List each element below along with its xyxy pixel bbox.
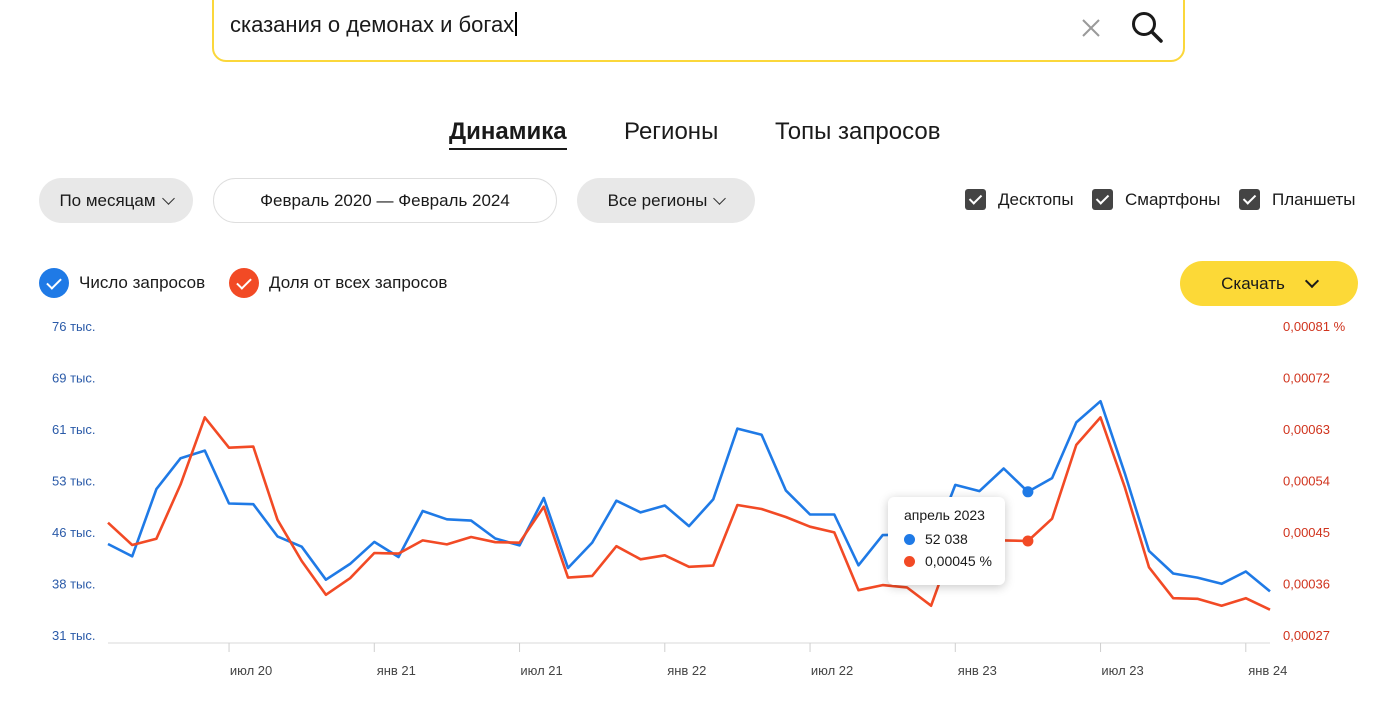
tooltip-date: апрель 2023 bbox=[904, 507, 985, 523]
y-left-tick-label: 53 тыс. bbox=[52, 474, 95, 489]
tooltip-count: 52 038 bbox=[925, 531, 968, 547]
legend-label-share: Доля от всех запросов bbox=[269, 273, 448, 292]
y-left-tick-label: 38 тыс. bbox=[52, 577, 95, 592]
y-right-tick-label: 0,00045 bbox=[1283, 525, 1330, 540]
legend-label-count: Число запросов bbox=[79, 273, 206, 292]
tab-regions[interactable]: Регионы bbox=[624, 118, 719, 145]
series-line-share bbox=[107, 416, 1271, 611]
checkbox-checked-icon bbox=[1239, 189, 1260, 210]
check-circle-icon bbox=[39, 268, 69, 298]
y-left-tick-label: 76 тыс. bbox=[52, 319, 95, 334]
x-tick-label: янв 22 bbox=[667, 663, 706, 678]
chart-tooltip: апрель 2023 52 038 0,00045 % bbox=[888, 497, 1005, 585]
download-button[interactable]: Скачать bbox=[1180, 261, 1358, 306]
checkbox-checked-icon bbox=[965, 189, 986, 210]
y-left-tick-label: 31 тыс. bbox=[52, 628, 95, 643]
x-tick-label: июл 20 bbox=[230, 663, 272, 678]
close-icon[interactable] bbox=[1080, 17, 1102, 39]
device-smartphone-checkbox[interactable]: Смартфоны bbox=[1092, 189, 1220, 210]
region-select[interactable]: Все регионы bbox=[577, 178, 755, 223]
tooltip-share-dot bbox=[904, 555, 915, 567]
device-desktop-label: Десктопы bbox=[998, 189, 1074, 209]
tabs: Динамика Регионы Топы запросов bbox=[0, 118, 1394, 158]
device-smartphone-label: Смартфоны bbox=[1125, 189, 1221, 209]
y-right-tick-label: 0,00054 bbox=[1283, 474, 1330, 489]
tab-top-queries[interactable]: Топы запросов bbox=[775, 118, 941, 145]
device-desktop-checkbox[interactable]: Десктопы bbox=[965, 189, 1074, 210]
x-tick-label: июл 21 bbox=[520, 663, 562, 678]
x-tick-label: июл 23 bbox=[1101, 663, 1143, 678]
y-right-tick-label: 0,00036 bbox=[1283, 577, 1330, 592]
download-label: Скачать bbox=[1221, 273, 1285, 293]
device-tablet-checkbox[interactable]: Планшеты bbox=[1239, 189, 1356, 210]
x-tick-label: июл 22 bbox=[811, 663, 853, 678]
check-circle-icon bbox=[229, 268, 259, 298]
search-box[interactable]: сказания о демонах и богах bbox=[212, 0, 1185, 62]
x-tick-label: янв 24 bbox=[1248, 663, 1287, 678]
series-line-count bbox=[107, 399, 1271, 593]
date-range-picker[interactable]: Февраль 2020 — Февраль 2024 bbox=[213, 178, 557, 223]
device-tablet-label: Планшеты bbox=[1272, 189, 1356, 209]
search-input[interactable]: сказания о демонах и богах bbox=[230, 12, 517, 38]
y-left-tick-label: 61 тыс. bbox=[52, 422, 95, 437]
checkbox-checked-icon bbox=[1092, 189, 1113, 210]
period-group-select[interactable]: По месяцам bbox=[39, 178, 193, 223]
tooltip-count-dot bbox=[904, 533, 915, 545]
y-left-tick-label: 69 тыс. bbox=[52, 371, 95, 386]
series-point-share bbox=[1022, 535, 1034, 547]
legend-toggle-share[interactable]: Доля от всех запросов bbox=[229, 268, 447, 298]
tooltip-share: 0,00045 % bbox=[925, 553, 992, 569]
series-point-count bbox=[1022, 486, 1034, 498]
y-right-tick-label: 0,00027 bbox=[1283, 628, 1330, 643]
y-right-tick-label: 0,00081 % bbox=[1283, 319, 1346, 334]
tab-dynamics[interactable]: Динамика bbox=[449, 118, 567, 150]
x-tick-label: янв 21 bbox=[377, 663, 416, 678]
y-right-tick-label: 0,00063 bbox=[1283, 422, 1330, 437]
period-group-label: По месяцам bbox=[59, 190, 156, 210]
search-icon[interactable] bbox=[1130, 10, 1164, 44]
y-right-tick-label: 0,00072 bbox=[1283, 371, 1330, 386]
region-label: Все регионы bbox=[607, 190, 708, 210]
x-tick-label: янв 23 bbox=[958, 663, 997, 678]
legend-toggle-count[interactable]: Число запросов bbox=[39, 268, 205, 298]
y-left-tick-label: 46 тыс. bbox=[52, 525, 95, 540]
date-range-label: Февраль 2020 — Февраль 2024 bbox=[260, 190, 510, 210]
